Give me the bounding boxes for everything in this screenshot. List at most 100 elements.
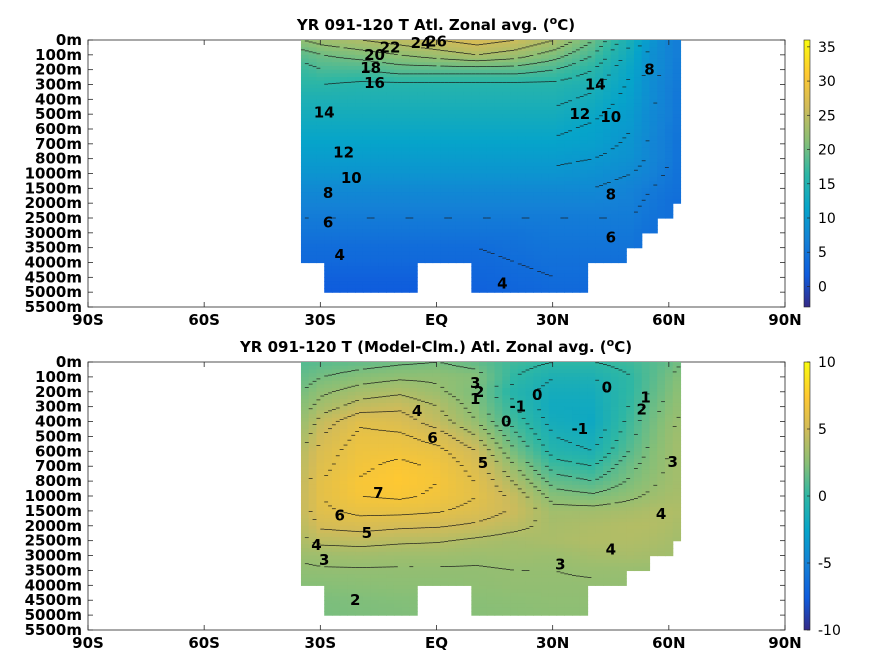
- heatmap-cell: [664, 158, 674, 163]
- heatmap-cell: [339, 232, 349, 238]
- heatmap-cell: [479, 140, 488, 145]
- heatmap-cell: [649, 77, 658, 82]
- heatmap-cell: [672, 99, 682, 104]
- heatmap-cell: [401, 507, 410, 512]
- heatmap-cell: [331, 365, 341, 371]
- heatmap-cell: [300, 365, 310, 371]
- heatmap-cell: [463, 210, 472, 215]
- heatmap-cell: [424, 451, 434, 456]
- heatmap-cell: [517, 258, 527, 264]
- heatmap-cell: [572, 58, 581, 63]
- heatmap-cell: [386, 80, 395, 86]
- heatmap-cell: [610, 125, 620, 130]
- heatmap-cell: [355, 570, 364, 575]
- heatmap-cell: [525, 210, 534, 215]
- heatmap-cell: [417, 503, 426, 508]
- heatmap-cell: [409, 503, 418, 508]
- heatmap-cell: [316, 166, 325, 171]
- heatmap-cell: [556, 106, 565, 112]
- heatmap-cell: [331, 40, 341, 45]
- heatmap-cell: [517, 203, 527, 208]
- heatmap-cell: [347, 399, 356, 404]
- heatmap-cell: [401, 555, 410, 560]
- heatmap-cell: [362, 384, 372, 389]
- heatmap-cell: [424, 177, 434, 182]
- heatmap-cell: [541, 192, 550, 197]
- heatmap-cell: [548, 247, 558, 252]
- heatmap-cell: [432, 88, 441, 93]
- heatmap-cell: [409, 373, 418, 378]
- heatmap-cell: [533, 95, 542, 100]
- heatmap-cell: [417, 129, 426, 134]
- heatmap-cell: [463, 232, 472, 238]
- heatmap-cell: [347, 169, 356, 175]
- heatmap-cell: [417, 218, 426, 223]
- heatmap-cell: [564, 221, 573, 227]
- heatmap-cell: [339, 65, 349, 71]
- heatmap-cell: [378, 225, 387, 230]
- heatmap-cell: [541, 84, 550, 89]
- heatmap-cell: [463, 62, 472, 67]
- heatmap-cell: [347, 391, 356, 397]
- heatmap-cell: [479, 151, 488, 156]
- heatmap-cell: [486, 284, 496, 290]
- heatmap-cell: [417, 95, 426, 100]
- heatmap-cell: [347, 551, 356, 557]
- heatmap-cell: [324, 106, 333, 112]
- heatmap-cell: [417, 188, 426, 193]
- heatmap-cell: [370, 177, 380, 182]
- heatmap-cell: [355, 255, 364, 260]
- heatmap-cell: [440, 473, 449, 478]
- heatmap-cell: [579, 84, 589, 89]
- heatmap-cell: [417, 136, 426, 141]
- heatmap-cell: [308, 395, 318, 400]
- heatmap-cell: [417, 169, 426, 175]
- heatmap-cell: [355, 136, 364, 141]
- heatmap-cell: [393, 251, 403, 256]
- contour-label: 6: [323, 214, 333, 232]
- heatmap-cell: [548, 73, 558, 78]
- heatmap-cell: [440, 469, 449, 475]
- heatmap-cell: [401, 402, 410, 408]
- heatmap-cell: [417, 365, 426, 371]
- heatmap-cell: [486, 192, 496, 197]
- heatmap-cell: [610, 121, 620, 126]
- heatmap-cell: [347, 281, 356, 286]
- heatmap-cell: [424, 555, 434, 560]
- heatmap-cell: [556, 84, 565, 89]
- heatmap-cell: [355, 596, 364, 601]
- heatmap-cell: [300, 214, 310, 219]
- heatmap-cell: [393, 566, 403, 572]
- heatmap-cell: [455, 158, 465, 163]
- heatmap-cell: [548, 251, 558, 256]
- heatmap-cell: [455, 62, 465, 67]
- heatmap-cell: [494, 166, 503, 171]
- heatmap-cell: [378, 603, 387, 609]
- heatmap-cell: [633, 199, 643, 204]
- heatmap-cell: [432, 458, 441, 464]
- heatmap-cell: [572, 273, 581, 278]
- heatmap-cell: [347, 173, 356, 178]
- heatmap-cell: [347, 603, 356, 609]
- heatmap-cell: [471, 247, 480, 252]
- heatmap-cell: [316, 103, 325, 108]
- heatmap-cell: [618, 195, 627, 201]
- heatmap-cell: [362, 603, 372, 609]
- heatmap-cell: [324, 91, 333, 97]
- heatmap-cell: [378, 151, 387, 156]
- heatmap-cell: [308, 91, 318, 97]
- contour-label: 8: [606, 185, 616, 203]
- heatmap-cell: [525, 154, 534, 160]
- heatmap-cell: [664, 154, 674, 160]
- heatmap-cell: [331, 88, 341, 93]
- heatmap-cell: [308, 132, 318, 138]
- heatmap-cell: [417, 132, 426, 138]
- heatmap-cell: [440, 399, 449, 404]
- heatmap-cell: [641, 154, 651, 160]
- heatmap-cell: [448, 410, 457, 415]
- heatmap-cell: [533, 143, 542, 149]
- heatmap-cell: [633, 114, 643, 119]
- heatmap-cell: [463, 169, 472, 175]
- heatmap-cell: [331, 384, 341, 389]
- y-tick-label: 700m: [35, 135, 82, 153]
